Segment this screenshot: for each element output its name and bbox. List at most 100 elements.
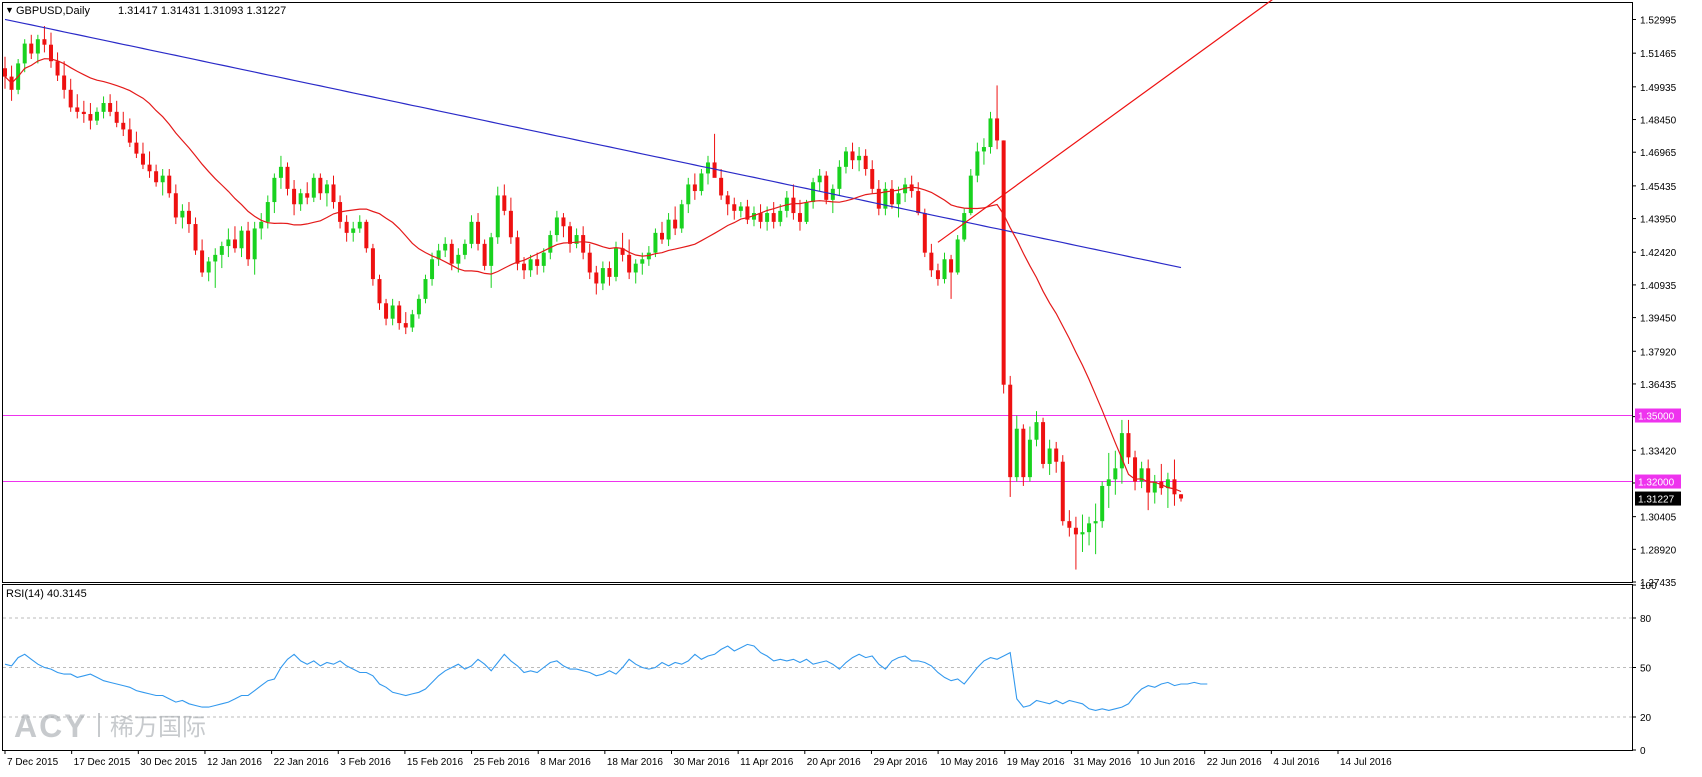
candle-body — [883, 188, 888, 209]
price-tick-label: 1.42420 — [1640, 248, 1677, 259]
x-tick-label: 8 Mar 2016 — [540, 757, 591, 768]
candle-body — [765, 213, 770, 222]
candle-body — [55, 61, 60, 76]
candle-body — [1067, 521, 1072, 528]
candle-body — [252, 228, 257, 260]
price-panel-frame — [2, 2, 1633, 583]
candle-body — [692, 184, 697, 192]
candle-body — [666, 219, 671, 240]
candle-body — [278, 166, 283, 178]
level-line-price-label: 1.35000 — [1638, 412, 1675, 423]
candle-body — [324, 184, 329, 194]
rsi-tick-label: 50 — [1640, 664, 1652, 675]
candle-body — [843, 151, 848, 167]
x-tick-label: 12 Jan 2016 — [207, 757, 262, 768]
candle-body — [443, 243, 448, 251]
header-menu-triangle-icon[interactable]: ▼ — [5, 5, 14, 15]
candle-body — [370, 248, 375, 280]
candle-body — [469, 221, 474, 244]
candle-body — [922, 213, 927, 253]
candle-body — [725, 195, 730, 205]
x-tick-label: 3 Feb 2016 — [340, 757, 391, 768]
candle-body — [318, 177, 323, 194]
candle-body — [272, 177, 277, 203]
candle-body — [817, 175, 822, 183]
candle-body — [502, 195, 507, 211]
moving-average-slow-line — [4, 18, 1182, 269]
candle-body — [397, 305, 402, 324]
candle-body — [712, 162, 717, 178]
candle-body — [515, 237, 520, 264]
price-tick-label: 1.39450 — [1640, 314, 1677, 325]
x-axis: 7 Dec 2015 17 Dec 2015 30 Dec 2015 12 Jan 2… — [4, 750, 1392, 768]
candle-body — [416, 298, 421, 315]
candle-body — [200, 250, 205, 273]
level-line-price-label: 1.32000 — [1638, 478, 1675, 489]
candle-body — [147, 164, 152, 172]
candle-body — [679, 204, 684, 229]
candle-body — [771, 213, 776, 222]
candle-body — [410, 314, 415, 328]
candle-body — [390, 305, 395, 319]
candle-body — [581, 235, 586, 253]
price-layer: 1.52995 1.51465 1.49935 1.48450 1.46965 1.454… — [3, 0, 1681, 589]
candle-body — [35, 39, 40, 54]
candle-body — [1027, 439, 1032, 478]
price-tick-label: 1.49935 — [1640, 83, 1677, 94]
header-symbol: GBPUSD,Daily — [16, 5, 90, 17]
candle-body — [1172, 479, 1177, 495]
candle-body — [160, 175, 165, 183]
candle-body — [508, 210, 513, 238]
candle-body — [219, 246, 224, 255]
candle-body — [811, 182, 816, 203]
candle-body — [949, 259, 954, 273]
candle-body — [489, 237, 494, 266]
candle-body — [88, 114, 93, 121]
candle-body — [600, 268, 605, 284]
candle-body — [298, 193, 303, 205]
candle-body — [456, 254, 461, 264]
x-tick-label: 25 Feb 2016 — [474, 757, 531, 768]
candle-body — [653, 232, 658, 253]
current-price-label: 1.31227 — [1638, 495, 1675, 506]
candle-body — [121, 122, 126, 130]
candle-body — [745, 206, 750, 220]
candle-body — [1100, 485, 1105, 522]
candle-body — [285, 166, 290, 189]
x-tick-label: 18 Mar 2016 — [607, 757, 664, 768]
candle-body — [1139, 468, 1144, 482]
candle-body — [587, 252, 592, 273]
candle-body — [186, 210, 191, 225]
candle-body — [331, 184, 336, 203]
candle-body — [528, 259, 533, 271]
x-tick-label: 29 Apr 2016 — [873, 757, 927, 768]
x-tick-label: 17 Dec 2015 — [74, 757, 131, 768]
watermark-divider — [98, 713, 100, 737]
candle-body — [1008, 384, 1013, 478]
candle-body — [1113, 468, 1118, 480]
candle-body — [541, 252, 546, 266]
x-tick-label: 31 May 2016 — [1073, 757, 1131, 768]
candle-body — [311, 177, 316, 198]
candle-body — [357, 221, 362, 229]
candle-body — [292, 188, 297, 205]
candle-body — [896, 193, 901, 205]
x-tick-label: 15 Feb 2016 — [407, 757, 464, 768]
price-tick-label: 1.51465 — [1640, 49, 1677, 60]
candle-body — [436, 250, 441, 260]
candle-body — [903, 184, 908, 194]
candle-body — [1119, 433, 1124, 469]
candle-body — [22, 43, 27, 64]
candle-body — [620, 248, 625, 255]
rsi-tick-label: 100 — [1640, 581, 1657, 592]
candle-body — [476, 221, 481, 244]
candle-body — [1133, 457, 1138, 482]
candle-body — [1179, 494, 1184, 499]
candle-body — [870, 169, 875, 189]
candle-body — [430, 259, 435, 280]
level-line-price-box — [1635, 408, 1681, 423]
rsi-panel-frame — [2, 584, 1633, 751]
candle-body — [607, 268, 612, 277]
candle-body — [797, 213, 802, 222]
